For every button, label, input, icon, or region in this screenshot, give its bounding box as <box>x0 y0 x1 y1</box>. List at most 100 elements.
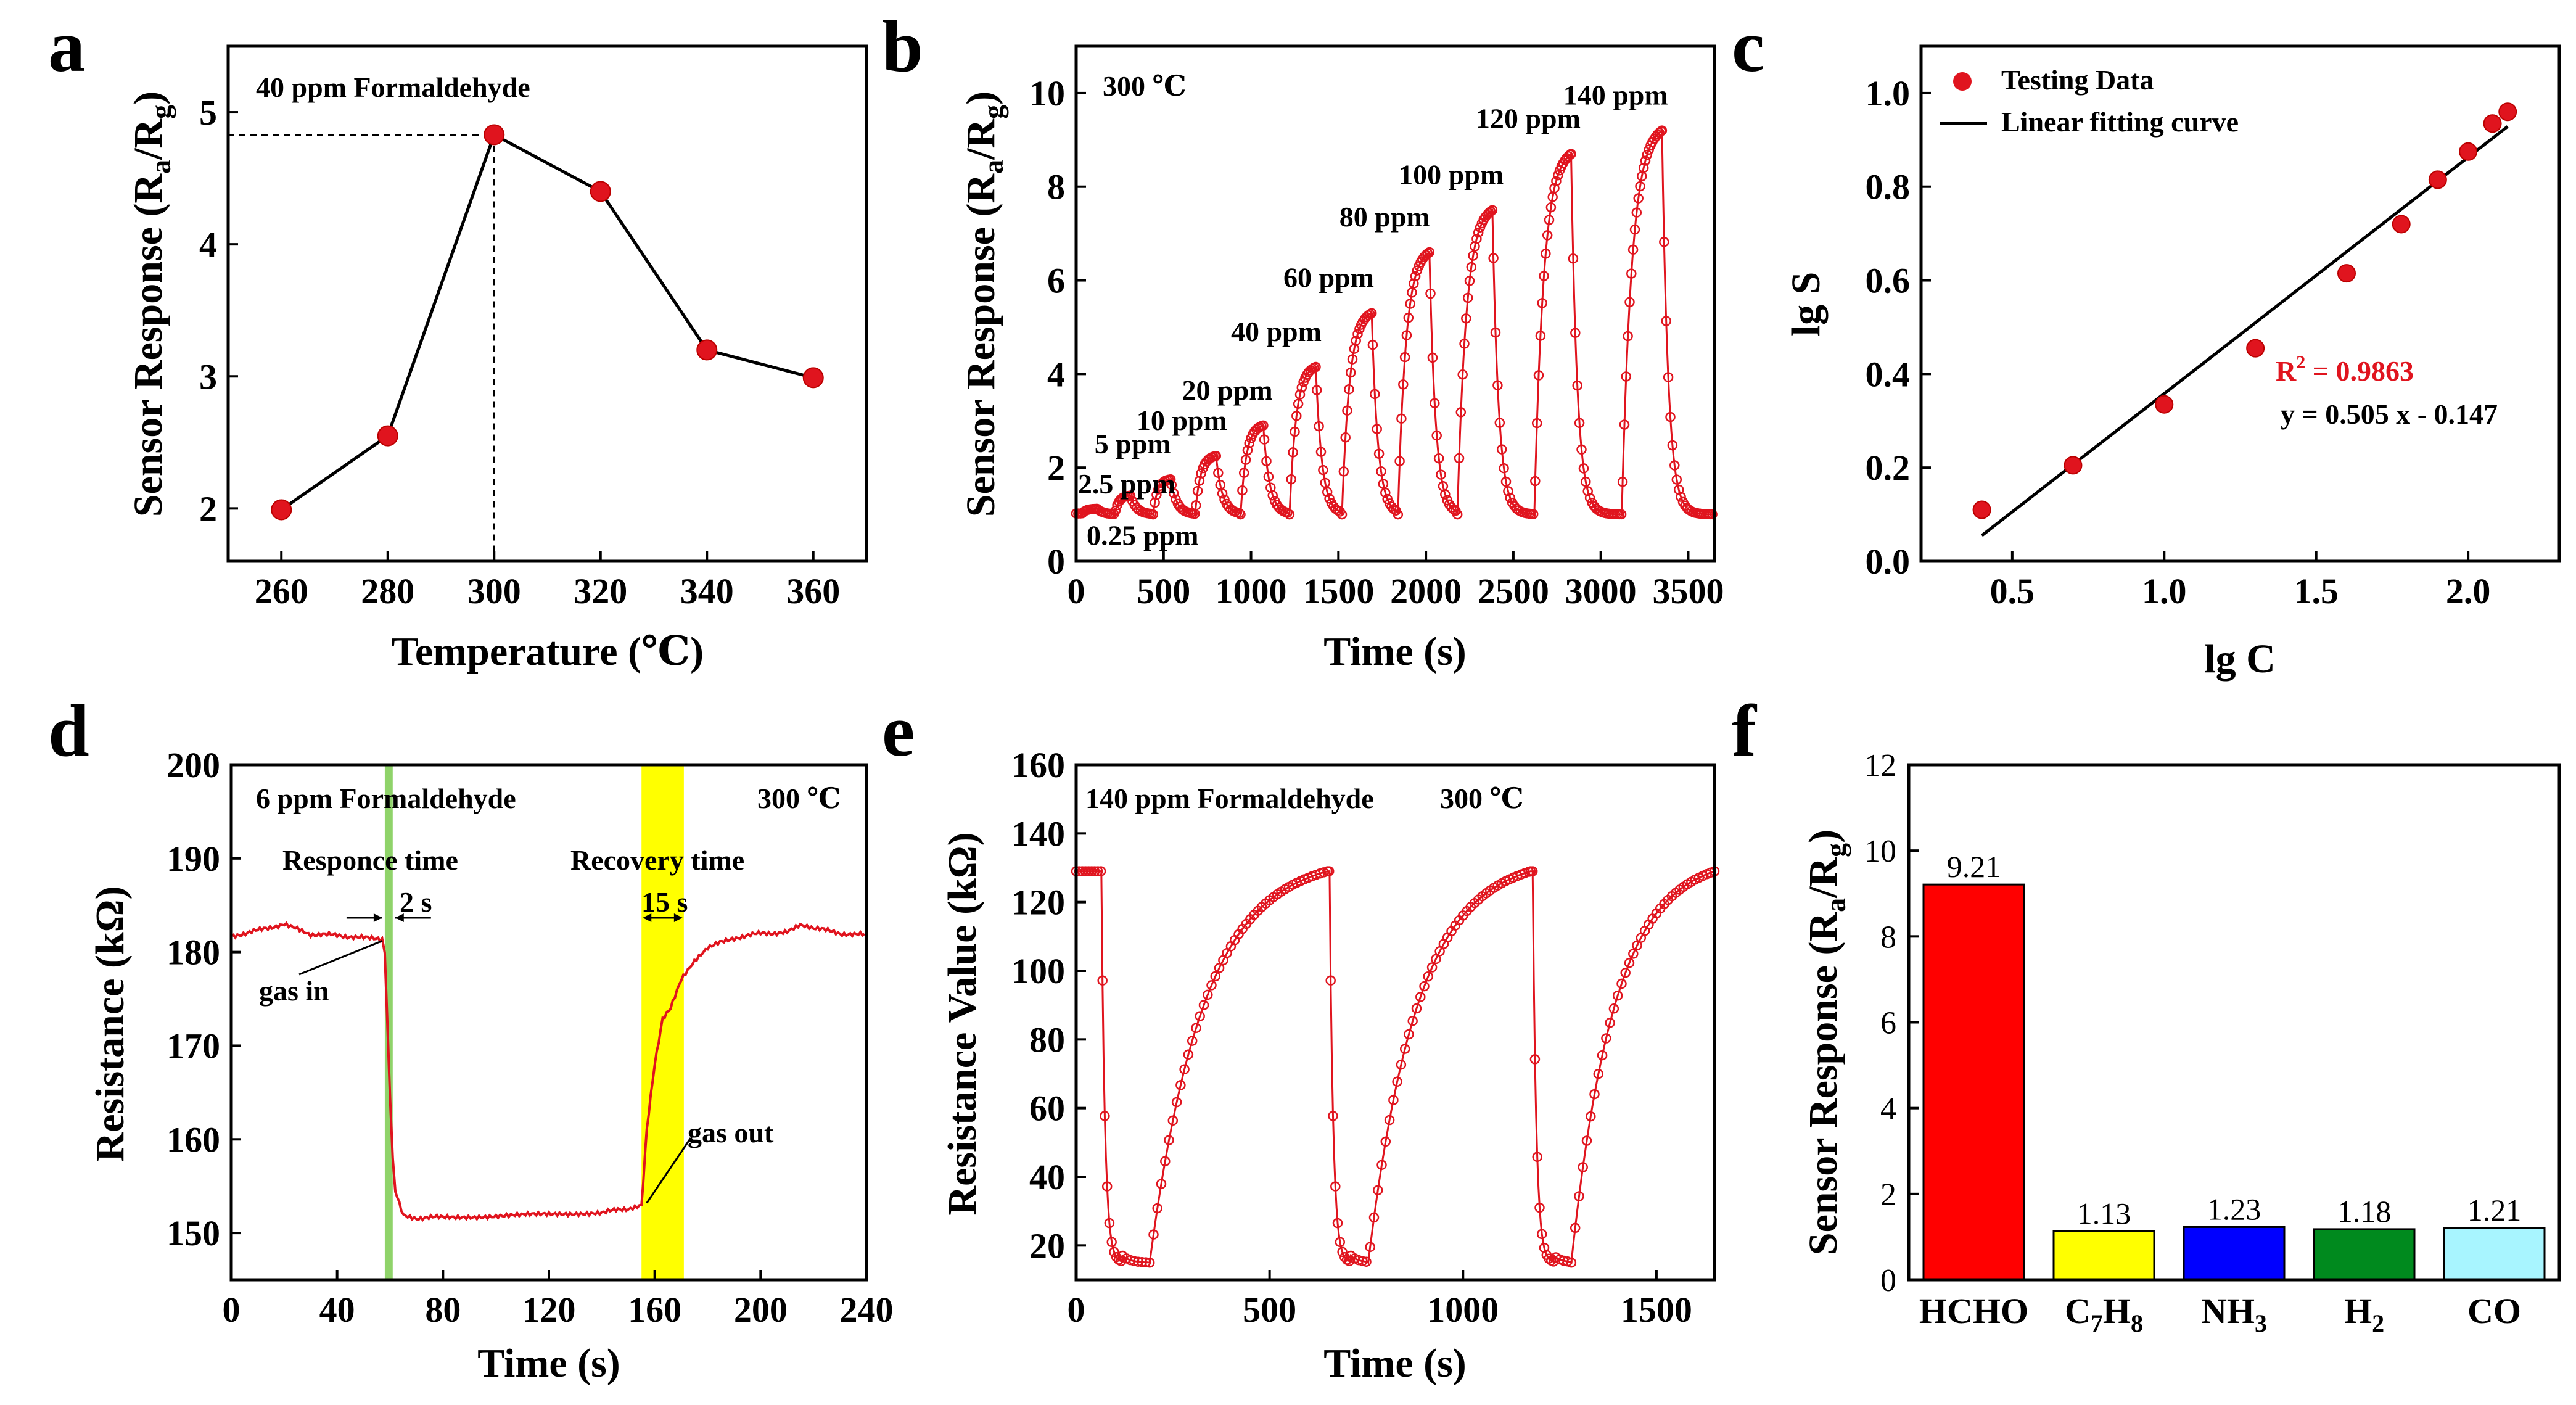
chart-f-category-main: CO <box>2467 1291 2521 1331</box>
chart-e-ylabel: Resistance Value (kΩ) <box>940 832 985 1215</box>
chart-e-point <box>1206 980 1217 991</box>
chart-a-xlabel: Temperature (℃) <box>392 629 704 674</box>
chart-e-point <box>1101 1181 1113 1192</box>
chart-b-point <box>1314 421 1324 432</box>
chart-f-ytick-label: 12 <box>1864 748 1896 783</box>
chart-d-recovery-arrowhead-left <box>643 913 652 922</box>
chart-c-ytick-label: 1.0 <box>1866 73 1911 113</box>
chart-b-point <box>1707 509 1718 520</box>
chart-b-point <box>1168 488 1179 499</box>
chart-a-xtick-label: 260 <box>255 571 308 611</box>
chart-d-xtick-label: 80 <box>425 1290 461 1330</box>
chart-e-ytick-label: 100 <box>1011 951 1065 991</box>
chart-d-response-label: Responce time <box>282 844 458 876</box>
chart-e-point <box>1133 1256 1143 1267</box>
chart-b-point <box>1422 248 1433 259</box>
chart-b-label-6: 60 ppm <box>1283 262 1374 294</box>
chart-b-point <box>1459 339 1470 349</box>
chart-a-xtick-label: 280 <box>361 571 414 611</box>
chart-e-point <box>1164 1135 1174 1145</box>
chart-b-point <box>1261 456 1272 467</box>
chart-b-point <box>1291 411 1302 421</box>
chart-b-point <box>1551 176 1562 186</box>
chart-b-xlabel: Time (s) <box>1323 629 1467 674</box>
chart-f-category-label: HCHO <box>1919 1291 2028 1331</box>
chart-b-point <box>1539 271 1549 281</box>
chart-e-point <box>1586 1111 1596 1122</box>
chart-b-xtick-label: 3000 <box>1565 571 1637 611</box>
chart-e-point <box>1616 978 1627 989</box>
chart-e-xtick-label: 0 <box>1068 1290 1085 1330</box>
chart-e-point <box>1361 1256 1372 1267</box>
chart-d-response-band <box>384 765 393 1280</box>
chart-b-xtick-label: 1500 <box>1302 571 1374 611</box>
chart-e-point <box>1589 1089 1600 1100</box>
chart-e-point <box>1396 1059 1407 1070</box>
chart-f-category-main: C <box>2065 1291 2091 1331</box>
chart-b-point <box>1344 384 1354 395</box>
chart-c-fit-line <box>1981 125 2509 537</box>
chart-b-point <box>1537 298 1547 308</box>
chart-a-point <box>377 425 398 447</box>
chart-d-xtick-label: 120 <box>522 1290 576 1330</box>
chart-e-point <box>1597 1050 1608 1061</box>
chart-b-label-9: 120 ppm <box>1476 103 1581 134</box>
chart-b-point <box>1617 477 1628 487</box>
chart-b-point <box>1296 382 1307 393</box>
chart-e-point <box>1179 1064 1190 1074</box>
chart-b-point <box>1263 471 1274 482</box>
chart-b-point <box>1286 474 1297 485</box>
chart-b-xtick-label: 1000 <box>1216 571 1287 611</box>
chart-a-ylabel: Sensor Response (Ra/Rg) <box>126 91 176 517</box>
chart-c-xtick-label: 1.0 <box>2142 571 2187 611</box>
chart-b: 0 500 1000 1500 2000 2500 3000 3500 0 2 4 6 8 10 300 … <box>958 44 1724 674</box>
chart-b-plot <box>1071 125 1718 520</box>
chart-b-point <box>1347 354 1358 365</box>
chart-d-ytick-label: 160 <box>167 1119 220 1160</box>
chart-e-point <box>1156 1179 1167 1189</box>
chart-b-xtick-label: 2500 <box>1478 571 1549 611</box>
chart-f-ytick-label: 0 <box>1880 1263 1896 1298</box>
chart-b-point <box>1436 469 1446 480</box>
chart-b-point <box>1352 329 1363 339</box>
chart-b-point <box>1473 227 1484 238</box>
chart-b-point <box>1258 420 1269 431</box>
chart-b-ticks: 0 500 1000 1500 2000 2500 3000 3500 0 2 4 6 8 10 <box>1029 73 1724 611</box>
chart-d-temperature: 300 ℃ <box>757 783 841 814</box>
chart-b-point <box>1399 352 1410 363</box>
chart-f-ytick-label: 6 <box>1880 1006 1896 1041</box>
chart-e-point <box>1325 975 1336 986</box>
chart-e-point <box>1593 1068 1604 1079</box>
chart-f-category-main: HCHO <box>1919 1291 2028 1331</box>
chart-e-point <box>1171 1097 1182 1108</box>
chart-b-point <box>1110 505 1121 516</box>
chart-c-legend-testing-data: Testing Data <box>2001 64 2154 96</box>
chart-e-title: 140 ppm Formaldehyde <box>1085 783 1374 814</box>
chart-c-point <box>2483 114 2502 133</box>
chart-b-point <box>1125 490 1136 501</box>
chart-c-legend-marker <box>1953 72 1972 91</box>
chart-b-point <box>1576 444 1587 455</box>
panel-label-a: a <box>48 5 85 87</box>
chart-c-ticks: 0.5 1.0 1.5 2.0 0.0 0.2 0.4 0.6 0.8 1.0 <box>1866 73 2491 611</box>
chart-d-recovery-label: Recovery time <box>570 844 744 876</box>
chart-e-point <box>1605 1018 1615 1028</box>
chart-f-bar <box>2183 1226 2286 1281</box>
chart-b-point <box>1284 509 1295 520</box>
chart-e-xtick-label: 1500 <box>1621 1290 1692 1330</box>
chart-b-point <box>1492 380 1503 390</box>
chart-e-point <box>1183 1049 1194 1060</box>
chart-b-point <box>1165 474 1176 485</box>
chart-b-point <box>1619 419 1630 430</box>
chart-b-point <box>1244 438 1254 448</box>
chart-e-point <box>1536 1229 1547 1240</box>
chart-b-point <box>1213 468 1224 478</box>
chart-e-point <box>1423 971 1434 982</box>
chart-b-point <box>1531 418 1542 429</box>
chart-c-point <box>1972 500 1991 519</box>
chart-e-point <box>1373 1185 1383 1195</box>
chart-b-point <box>1342 405 1352 416</box>
chart-c-point <box>2246 339 2265 358</box>
chart-e-point <box>1214 963 1225 973</box>
